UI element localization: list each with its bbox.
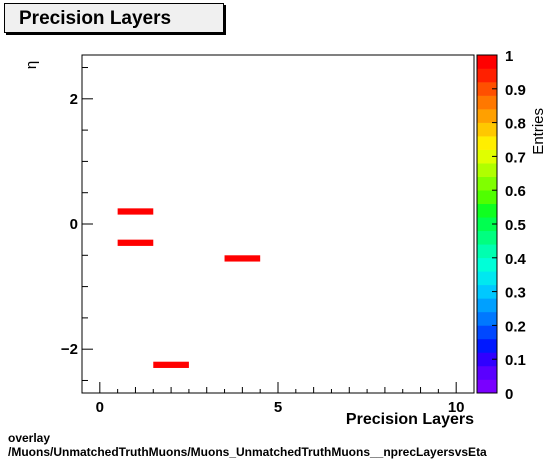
colorbar-segment: [477, 365, 497, 380]
colorbar-segment: [477, 109, 497, 123]
colorbar-segment: [477, 379, 497, 394]
title-box: Precision Layers: [4, 3, 224, 33]
x-tick-label: 5: [274, 399, 282, 416]
colorbar-tick-label: 0.5: [505, 217, 526, 234]
colorbar-segment: [477, 311, 497, 326]
colorbar-segment: [477, 352, 497, 367]
y-axis-ticks: −2 0 2: [61, 67, 93, 381]
colorbar-tick-label: 0.4: [505, 251, 527, 268]
y-tick-label: 2: [70, 91, 78, 108]
colorbar-segment: [477, 298, 497, 313]
heatmap-cell: [224, 255, 261, 262]
colorbar-segment: [477, 149, 497, 164]
plot-frame: [81, 54, 475, 394]
heatmap-cell: [153, 361, 189, 368]
x-tick-label: 10: [448, 399, 465, 416]
x-tick-label: 0: [96, 399, 104, 416]
heatmap-cell: [117, 239, 154, 246]
x-axis-title: Precision Layers: [346, 411, 474, 428]
colorbar-segment: [477, 338, 497, 353]
y-axis-title: η: [23, 61, 40, 69]
colorbar-tick-label: 0.6: [505, 183, 526, 200]
footer-line-1: overlay: [8, 431, 51, 445]
colorbar-segment: [477, 55, 497, 69]
colorbar-title: Entries: [530, 108, 546, 155]
colorbar-segment: [477, 271, 497, 286]
colorbar-tick-label: 1: [505, 48, 513, 65]
y-tick-label: 0: [70, 216, 78, 233]
colorbar-segment: [477, 82, 497, 96]
colorbar-tick-label: 0.1: [505, 352, 526, 369]
chart-title: Precision Layers: [19, 8, 172, 29]
colorbar-segment: [477, 163, 497, 177]
colorbar-segment: [477, 68, 497, 83]
colorbar-segment: [477, 325, 497, 340]
x-axis-ticks: 0 5 10: [96, 382, 475, 416]
colorbar-segment: [477, 217, 497, 232]
heatmap-cells: [117, 208, 261, 368]
colorbar-tick-label: 0.9: [505, 82, 526, 99]
colorbar-tick-label: 0: [505, 386, 513, 403]
colorbar-segment: [477, 190, 497, 205]
colorbar-tick-label: 0.3: [505, 285, 526, 302]
colorbar-segment: [477, 203, 497, 218]
colorbar-segment: [477, 284, 497, 299]
colorbar-tick-label: 0.7: [505, 149, 526, 166]
colorbar-segment: [477, 176, 497, 191]
colorbar-segment: [477, 230, 497, 245]
colorbar-segment: [477, 136, 497, 150]
y-tick-label: −2: [61, 341, 78, 358]
heatmap-cell: [117, 208, 154, 215]
colorbar-tick-label: 0.2: [505, 318, 526, 335]
colorbar-segment: [477, 122, 497, 137]
footer-line-2: /Muons/UnmatchedTruthMuons/Muons_Unmatch…: [8, 445, 487, 459]
colorbar: 0 0.1 0.2 0.3 0.4 0.5 0.6 0.7 0.8 0.9 1: [476, 48, 527, 403]
footer: overlay /Muons/UnmatchedTruthMuons/Muons…: [8, 431, 487, 459]
colorbar-segment: [477, 95, 497, 110]
colorbar-segment: [477, 257, 497, 272]
colorbar-tick-label: 0.8: [505, 116, 526, 133]
colorbar-segment: [477, 244, 497, 259]
